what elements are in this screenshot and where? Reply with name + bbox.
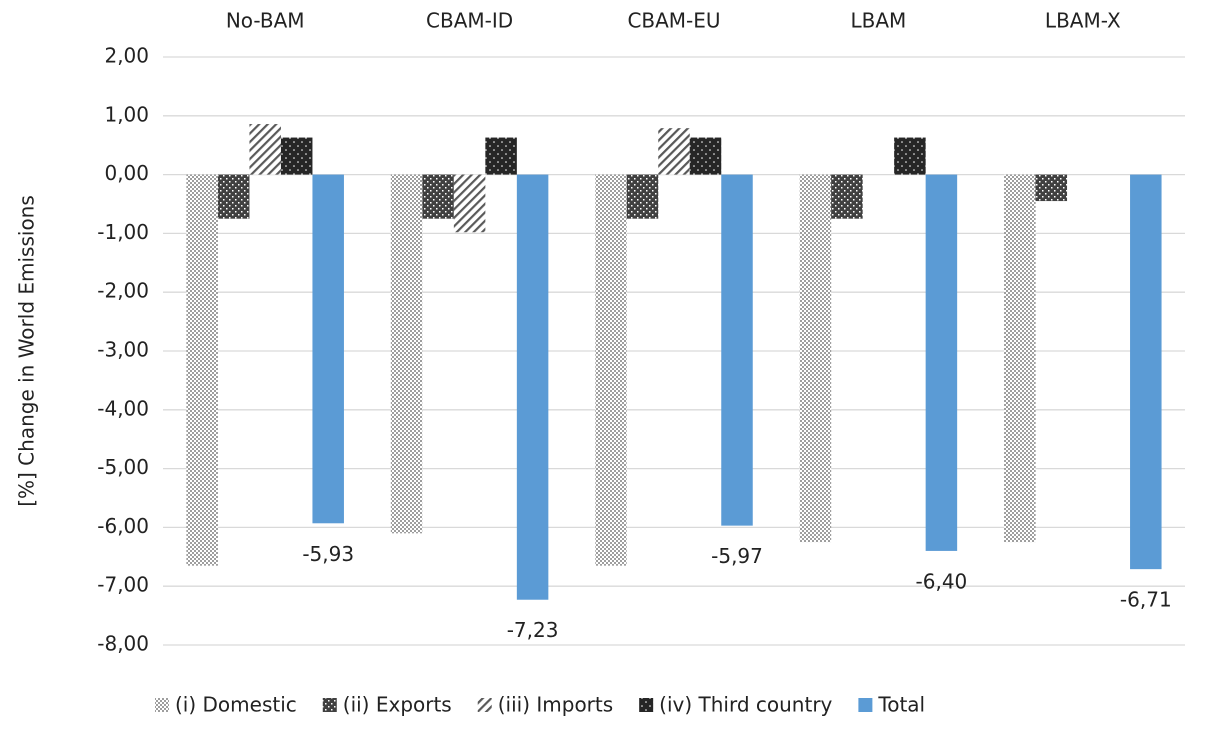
legend-label: (i) Domestic bbox=[175, 693, 297, 717]
y-tick-label: 2,00 bbox=[104, 44, 149, 68]
y-tick-label: -2,00 bbox=[97, 279, 149, 303]
y-tick-label: -6,00 bbox=[97, 514, 149, 538]
bar bbox=[422, 174, 454, 219]
bar bbox=[453, 174, 486, 233]
bar bbox=[1035, 174, 1068, 202]
bar bbox=[1130, 174, 1162, 570]
x-category-label: CBAM-ID bbox=[426, 9, 513, 33]
legend-swatch bbox=[858, 698, 873, 712]
bar bbox=[249, 124, 281, 175]
legend-label: (iii) Imports bbox=[498, 693, 613, 717]
bar bbox=[799, 174, 832, 543]
value-label: -7,23 bbox=[507, 618, 559, 642]
value-label: -5,93 bbox=[302, 542, 354, 566]
value-label: -5,97 bbox=[711, 544, 763, 568]
x-category-label: LBAM-X bbox=[1045, 9, 1121, 33]
legend-swatch bbox=[477, 698, 492, 712]
y-tick-label: -4,00 bbox=[97, 396, 149, 420]
bar bbox=[721, 174, 753, 526]
bar bbox=[390, 174, 423, 534]
bar bbox=[831, 174, 863, 219]
y-tick-label: 1,00 bbox=[104, 102, 149, 126]
legend-swatch bbox=[322, 698, 337, 712]
y-axis-label: [%] Change in World Emissions bbox=[15, 195, 39, 507]
bar bbox=[485, 137, 517, 175]
x-category-label: No-BAM bbox=[226, 9, 305, 33]
value-label: -6,71 bbox=[1120, 588, 1172, 612]
y-tick-label: -5,00 bbox=[97, 455, 149, 479]
bar bbox=[595, 174, 627, 566]
legend-label: (ii) Exports bbox=[343, 693, 452, 717]
bar bbox=[217, 174, 250, 219]
y-tick-label: -3,00 bbox=[97, 338, 149, 362]
legend-swatch bbox=[639, 698, 654, 712]
y-tick-label: -8,00 bbox=[97, 632, 149, 656]
bar bbox=[626, 174, 659, 219]
bar bbox=[925, 174, 958, 551]
value-label: -6,40 bbox=[916, 569, 968, 593]
bar bbox=[516, 174, 549, 600]
x-category-label: CBAM-EU bbox=[627, 9, 720, 33]
x-category-label: LBAM bbox=[850, 9, 906, 33]
y-tick-label: -7,00 bbox=[97, 573, 149, 597]
bar bbox=[1004, 174, 1036, 543]
legend-label: Total bbox=[877, 693, 925, 717]
bar bbox=[658, 128, 690, 175]
y-tick-label: 0,00 bbox=[104, 161, 149, 185]
bar bbox=[280, 137, 313, 175]
bar bbox=[894, 137, 926, 175]
legend-swatch bbox=[155, 698, 169, 712]
y-tick-label: -1,00 bbox=[97, 220, 149, 244]
legend-label: (iv) Third country bbox=[659, 693, 832, 717]
bar bbox=[186, 174, 218, 566]
bar bbox=[689, 137, 722, 175]
bar bbox=[312, 174, 344, 524]
